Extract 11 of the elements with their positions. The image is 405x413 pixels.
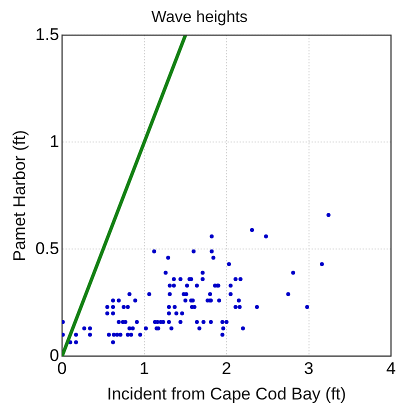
x-tick-label: 4 — [386, 359, 396, 378]
chart-title: Wave heights — [151, 9, 248, 26]
x-tick-label: 3 — [304, 359, 314, 378]
x-tick-label: 2 — [222, 359, 232, 378]
y-tick-label: 0.5 — [35, 238, 60, 258]
y-tick-label: 0 — [50, 346, 60, 365]
y-tick-label: 1 — [50, 132, 60, 151]
x-axis-title: Incident from Cape Cod Bay (ft) — [106, 384, 346, 404]
x-tick-label: 1 — [140, 359, 150, 378]
y-axis-title: Pamet Harbor (ft) — [10, 130, 29, 262]
y-tick-label: 1.5 — [35, 24, 60, 44]
